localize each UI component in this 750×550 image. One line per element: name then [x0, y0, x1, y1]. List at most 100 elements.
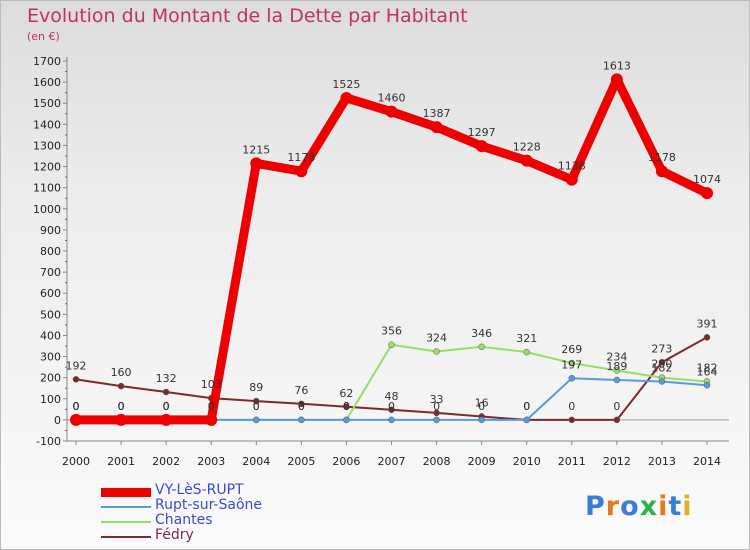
logo-letter: i: [682, 491, 693, 522]
series-point-3: [388, 406, 395, 414]
y-tick-label: 1500: [33, 97, 61, 110]
series-point-1: [568, 375, 576, 382]
series-point-0: [250, 157, 263, 170]
series-point-1: [343, 416, 350, 424]
data-label: 0: [163, 400, 170, 413]
logo-letter: P: [585, 491, 606, 522]
data-label: 1613: [603, 59, 631, 72]
series-point-2: [433, 348, 440, 355]
series-point-3: [568, 416, 576, 424]
data-label: 197: [561, 358, 582, 371]
data-label: 62: [339, 387, 353, 400]
series-point-1: [703, 382, 711, 389]
legend-label: VY-LèS-RUPT: [155, 482, 244, 498]
series-point-3: [117, 382, 125, 390]
x-tick-label: 2012: [603, 455, 631, 468]
series-point-1: [613, 376, 621, 384]
data-label: 321: [516, 332, 537, 345]
data-label: 234: [606, 350, 627, 363]
series-point-1: [523, 416, 530, 424]
data-label: 269: [561, 343, 582, 356]
series-point-0: [655, 165, 668, 178]
x-tick-label: 2009: [468, 455, 496, 468]
legend-swatch: [101, 536, 151, 538]
data-label: 1178: [287, 151, 315, 164]
y-tick-label: 1300: [33, 139, 61, 152]
data-label: 273: [651, 342, 672, 355]
data-label: 0: [298, 400, 305, 413]
data-label: 89: [249, 381, 263, 394]
data-label: 182: [697, 361, 718, 374]
axes: -100010020030040050060070080090010001100…: [33, 55, 729, 468]
series-point-2: [613, 367, 621, 374]
data-label: 1387: [423, 107, 451, 120]
x-tick-label: 2000: [62, 455, 90, 468]
y-tick-label: 0: [54, 414, 61, 427]
data-label: 0: [568, 400, 575, 413]
x-tick-label: 2007: [378, 455, 406, 468]
data-label: 192: [66, 359, 87, 372]
series-point-1: [478, 416, 485, 424]
series-point-3: [433, 409, 440, 417]
x-tick-label: 2008: [423, 455, 451, 468]
data-label: 324: [426, 331, 447, 344]
x-tick-label: 2002: [152, 455, 180, 468]
proxiti-logo: Proxiti: [585, 491, 693, 522]
y-tick-label: 1600: [33, 76, 61, 89]
data-label: 0: [523, 400, 530, 413]
data-label: 0: [208, 400, 215, 413]
series-point-3: [298, 400, 305, 408]
series-point-0: [430, 121, 443, 134]
data-label: 0: [298, 400, 305, 413]
series-point-2: [388, 341, 395, 348]
y-tick-label: 700: [40, 266, 61, 279]
x-tick-label: 2013: [648, 455, 676, 468]
data-label: 33: [430, 393, 444, 406]
data-label: 1178: [648, 151, 676, 164]
data-label: 1297: [468, 126, 496, 139]
data-label: 0: [343, 400, 350, 413]
x-tick-label: 2003: [197, 455, 225, 468]
series-point-1: [253, 416, 260, 424]
series-point-3: [162, 388, 170, 396]
legend-label: Chantes: [155, 512, 213, 528]
series-point-2: [478, 343, 485, 351]
data-label: 76: [294, 384, 308, 397]
series-point-3: [72, 376, 80, 383]
data-label: 0: [613, 400, 620, 413]
y-tick-label: 1200: [33, 161, 61, 174]
series-point-0: [160, 413, 173, 426]
data-label: 200: [651, 358, 672, 371]
logo-letter: x: [639, 491, 659, 522]
data-label: 391: [697, 317, 718, 330]
data-label: 1215: [242, 143, 270, 156]
y-tick-label: 200: [40, 372, 61, 385]
data-label: 0: [433, 400, 440, 413]
data-label: 182: [651, 361, 672, 374]
series-point-1: [388, 416, 395, 424]
x-tick-label: 2006: [332, 455, 360, 468]
logo-letter: t: [668, 491, 683, 522]
logo-letter: i: [658, 491, 669, 522]
y-tick-label: 900: [40, 224, 61, 237]
data-label: 0: [478, 400, 485, 413]
data-label: 1138: [558, 160, 586, 173]
data-label: 0: [118, 400, 125, 413]
series-point-0: [115, 413, 128, 426]
data-label: 0: [163, 400, 170, 413]
data-label: 0: [343, 400, 350, 413]
data-label: 0: [163, 400, 170, 413]
y-tick-label: 400: [40, 329, 61, 342]
series-point-2: [568, 359, 576, 367]
x-tick-label: 2004: [242, 455, 270, 468]
data-label: 0: [208, 400, 215, 413]
y-tick-label: 1100: [33, 182, 61, 195]
series-point-0: [385, 105, 398, 118]
series-layer: [70, 73, 713, 426]
data-label: 189: [606, 360, 627, 373]
data-label: 0: [253, 400, 260, 413]
data-label: 346: [471, 327, 492, 340]
x-tick-label: 2010: [513, 455, 541, 468]
